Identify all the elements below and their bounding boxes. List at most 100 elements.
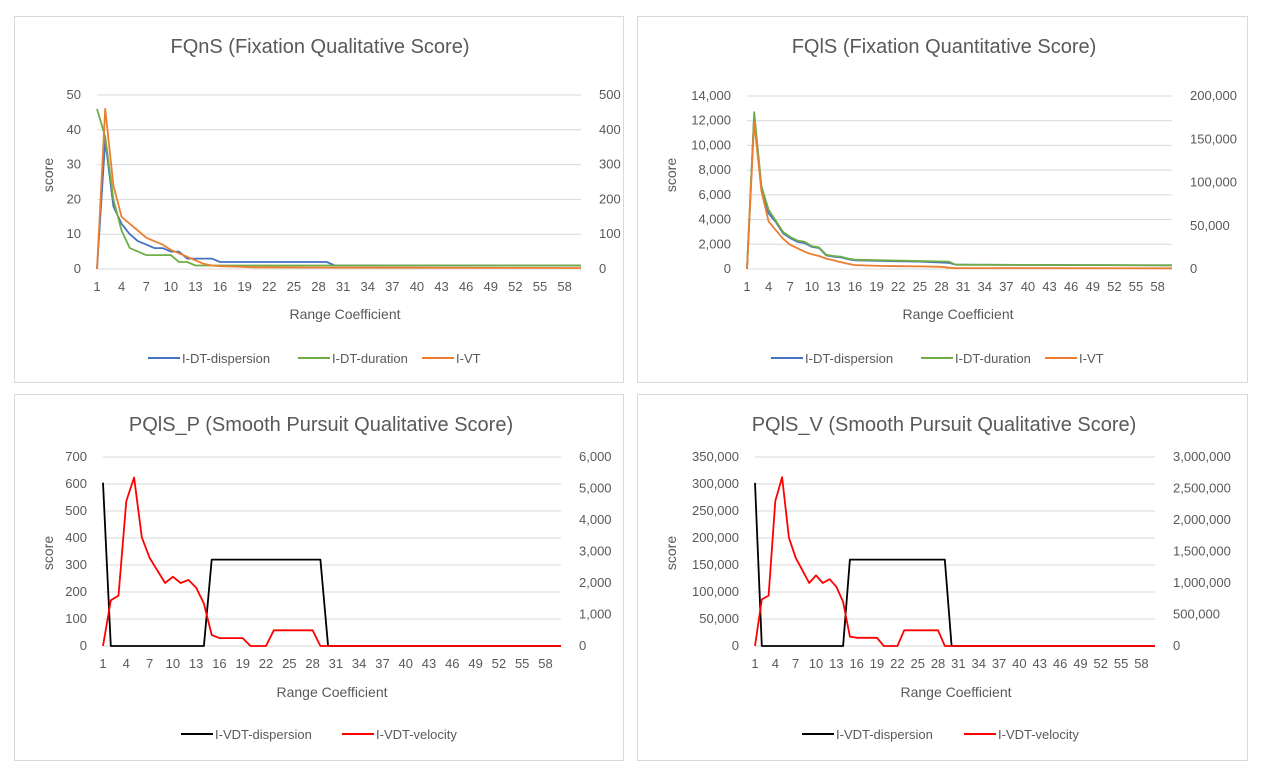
y-tick-label: 700 — [65, 449, 87, 464]
x-tick-label: 58 — [1134, 656, 1148, 671]
y-tick-label: 0 — [732, 638, 739, 653]
x-tick-label: 34 — [977, 279, 991, 294]
x-tick-label: 37 — [999, 279, 1013, 294]
x-tick-label: 58 — [557, 279, 571, 294]
x-tick-label: 25 — [910, 656, 924, 671]
x-tick-label: 22 — [890, 656, 904, 671]
chart-panel-pqls-p: PQlS_P (Smooth Pursuit Qualitative Score… — [14, 394, 624, 761]
x-tick-label: 34 — [352, 656, 366, 671]
y2-tick-label: 0 — [1173, 638, 1180, 653]
chart-panel-fqns: FQnS (Fixation Qualitative Score) Range … — [14, 16, 624, 383]
y-tick-label: 50,000 — [699, 611, 739, 626]
series-line-i-vdt-dispersion — [102, 482, 561, 647]
y-tick-label: 100,000 — [692, 584, 739, 599]
x-tick-label: 28 — [305, 656, 319, 671]
x-tick-label: 16 — [848, 279, 862, 294]
chart-title: FQlS (Fixation Quantitative Score) — [792, 36, 1097, 58]
x-tick-label: 40 — [410, 279, 424, 294]
legend-label: I-VDT-dispersion — [215, 727, 312, 742]
series-line-i-vt — [746, 121, 1173, 270]
x-tick-label: 43 — [422, 656, 436, 671]
y-tick-label: 250,000 — [692, 503, 739, 518]
x-tick-label: 52 — [1107, 279, 1121, 294]
x-tick-label: 22 — [891, 279, 905, 294]
x-tick-label: 46 — [445, 656, 459, 671]
x-tick-label: 13 — [826, 279, 840, 294]
x-tick-label: 52 — [508, 279, 522, 294]
series-line-i-vt — [96, 108, 582, 270]
y-tick-label: 30 — [67, 157, 81, 172]
x-tick-label: 7 — [146, 656, 153, 671]
y2-tick-label: 150,000 — [1190, 131, 1237, 146]
y2-tick-label: 0 — [1190, 261, 1197, 276]
x-tick-label: 22 — [259, 656, 273, 671]
x-tick-label: 4 — [123, 656, 130, 671]
legend-label: I-VDT-velocity — [376, 727, 457, 742]
x-axis-title: Range Coefficient — [289, 306, 400, 322]
x-tick-label: 46 — [1053, 656, 1067, 671]
x-tick-label: 10 — [809, 656, 823, 671]
chart-panel-pqls-v: PQlS_V (Smooth Pursuit Qualitative Score… — [637, 394, 1248, 761]
y-tick-label: 20 — [67, 191, 81, 206]
x-tick-label: 25 — [282, 656, 296, 671]
y2-tick-label: 400 — [599, 122, 621, 137]
chart-title: PQlS_P (Smooth Pursuit Qualitative Score… — [129, 414, 513, 436]
y2-tick-label: 100 — [599, 226, 621, 241]
y-tick-label: 200,000 — [692, 530, 739, 545]
chart-panel-fqls: FQlS (Fixation Quantitative Score) Range… — [637, 16, 1248, 383]
x-tick-label: 16 — [849, 656, 863, 671]
y-tick-label: 4,000 — [698, 212, 731, 227]
x-tick-label: 7 — [787, 279, 794, 294]
x-tick-label: 40 — [399, 656, 413, 671]
x-tick-label: 1 — [743, 279, 750, 294]
chart-title: FQnS (Fixation Qualitative Score) — [171, 36, 470, 58]
y2-tick-label: 2,000 — [579, 575, 612, 590]
x-tick-label: 10 — [164, 279, 178, 294]
y2-tick-label: 0 — [599, 261, 606, 276]
legend-label: I-VT — [456, 351, 481, 366]
y2-tick-label: 1,000 — [579, 607, 612, 622]
y-tick-label: 350,000 — [692, 449, 739, 464]
series-line-i-vdt-velocity — [754, 476, 1155, 647]
x-tick-label: 13 — [188, 279, 202, 294]
y-tick-label: 400 — [65, 530, 87, 545]
x-tick-label: 19 — [870, 656, 884, 671]
x-tick-label: 4 — [765, 279, 772, 294]
y2-tick-label: 300 — [599, 157, 621, 172]
x-tick-label: 55 — [533, 279, 547, 294]
y2-tick-label: 500 — [599, 87, 621, 102]
x-tick-label: 40 — [1012, 656, 1026, 671]
x-tick-label: 58 — [1150, 279, 1164, 294]
x-axis-title: Range Coefficient — [900, 684, 1011, 700]
legend-label: I-DT-duration — [955, 351, 1031, 366]
x-tick-label: 46 — [1064, 279, 1078, 294]
y2-tick-label: 4,000 — [579, 512, 612, 527]
series-line-i-vdt-velocity — [102, 476, 561, 647]
y-tick-label: 300 — [65, 557, 87, 572]
x-tick-label: 1 — [93, 279, 100, 294]
x-tick-label: 43 — [434, 279, 448, 294]
y-axis-title: score — [40, 158, 56, 192]
y-tick-label: 0 — [74, 261, 81, 276]
y2-tick-label: 50,000 — [1190, 218, 1230, 233]
y2-tick-label: 3,000 — [579, 544, 612, 559]
x-tick-label: 31 — [329, 656, 343, 671]
x-tick-label: 31 — [956, 279, 970, 294]
x-tick-label: 40 — [1021, 279, 1035, 294]
x-tick-label: 52 — [492, 656, 506, 671]
y-tick-label: 50 — [67, 87, 81, 102]
x-tick-label: 34 — [360, 279, 374, 294]
legend-label: I-DT-dispersion — [182, 351, 270, 366]
x-tick-label: 13 — [829, 656, 843, 671]
x-tick-label: 28 — [934, 279, 948, 294]
series-line-i-vdt-dispersion — [754, 482, 1155, 647]
x-tick-label: 7 — [143, 279, 150, 294]
x-tick-label: 16 — [213, 279, 227, 294]
y2-tick-label: 3,000,000 — [1173, 449, 1231, 464]
y2-tick-label: 500,000 — [1173, 607, 1220, 622]
x-tick-label: 49 — [1073, 656, 1087, 671]
chart-title: PQlS_V (Smooth Pursuit Qualitative Score… — [752, 414, 1137, 436]
x-tick-label: 28 — [311, 279, 325, 294]
x-tick-label: 16 — [212, 656, 226, 671]
y2-tick-label: 2,500,000 — [1173, 481, 1231, 496]
